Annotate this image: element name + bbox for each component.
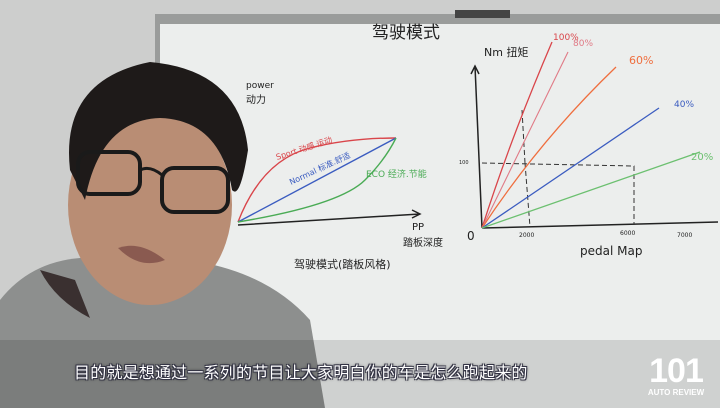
x-axis [237, 209, 422, 226]
normal-curve [237, 137, 397, 223]
line-100 [481, 41, 553, 229]
x-tick-2000: 2000 [519, 232, 534, 239]
label-60: 60% [629, 54, 653, 67]
y-mark-label: 100 [459, 160, 469, 166]
x-axis-label: pedal Map [580, 244, 642, 258]
label-100: 100% [553, 33, 579, 43]
presenter-mouth [118, 245, 165, 264]
x-tick-7000: 7000 [677, 232, 692, 239]
glasses-left-lens [76, 150, 142, 196]
power-label: power [246, 81, 274, 91]
pedal-depth-label: 踏板深度 [403, 236, 443, 249]
presenter-collar [40, 270, 90, 318]
line-40 [481, 107, 660, 229]
label-40: 40% [674, 100, 694, 110]
presenter-hair [69, 62, 248, 200]
glasses-right-lens [160, 166, 230, 214]
y-axis-label: Nm 扭矩 [484, 45, 528, 59]
line-80 [481, 51, 569, 229]
line-60 [481, 66, 617, 229]
diagram-caption: 驾驶模式(踏板风格) [294, 257, 391, 271]
whiteboard-brand-plate [455, 10, 510, 18]
y-axis [470, 64, 483, 229]
line-20 [481, 151, 701, 229]
origin-label: 0 [467, 229, 475, 243]
logo-number: 101 [649, 352, 704, 390]
eco-label: ECO 经济.节能 [366, 168, 427, 180]
label-20: 20% [691, 152, 713, 163]
presenter-face [68, 105, 232, 305]
presenter [0, 62, 325, 408]
power-label-cn: 动力 [246, 93, 266, 106]
channel-logo: 101 AUTO REVIEW [640, 354, 712, 397]
glasses-bridge [139, 166, 163, 177]
reference-dashes [481, 109, 635, 228]
subtitle-shade [0, 340, 720, 408]
subtitle: 目的就是想通过一系列的节目让大家明白你的车是怎么跑起来的 [74, 363, 528, 382]
logo-text: AUTO REVIEW [647, 388, 705, 397]
eco-curve [237, 137, 397, 223]
x-axis [481, 221, 719, 229]
sport-curve [237, 137, 397, 223]
presenter-shirt [0, 258, 325, 408]
board-title: 驾驶模式 [372, 23, 440, 43]
pp-label: PP [412, 222, 424, 233]
right-diagram: Nm 扭矩 0 100 2000 6000 7000 pedal Map 100… [459, 33, 719, 258]
x-tick-6000: 6000 [620, 230, 635, 237]
label-80: 80% [573, 39, 593, 49]
